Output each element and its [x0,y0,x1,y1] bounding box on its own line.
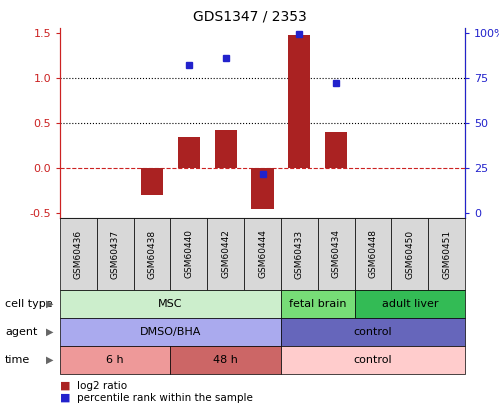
Text: GSM60450: GSM60450 [405,230,414,279]
Bar [325,132,347,168]
Text: cell type: cell type [5,299,52,309]
Text: GDS1347 / 2353: GDS1347 / 2353 [193,10,306,24]
Bar [141,168,163,195]
Text: agent: agent [5,327,37,337]
Bar [215,130,237,168]
Text: GSM60442: GSM60442 [221,230,230,279]
Text: GSM60433: GSM60433 [295,230,304,279]
Text: ■: ■ [60,381,70,391]
Text: 6 h: 6 h [106,355,124,365]
Text: GSM60448: GSM60448 [368,230,377,279]
Bar [251,168,273,209]
Text: percentile rank within the sample: percentile rank within the sample [77,393,253,403]
Text: GSM60434: GSM60434 [332,230,341,279]
Text: log2 ratio: log2 ratio [77,381,128,391]
Text: MSC: MSC [158,299,183,309]
Bar [178,136,200,168]
Text: GSM60436: GSM60436 [74,230,83,279]
Text: GSM60444: GSM60444 [258,230,267,279]
Text: control: control [354,355,392,365]
Text: 48 h: 48 h [213,355,238,365]
Text: GSM60437: GSM60437 [111,230,120,279]
Text: GSM60438: GSM60438 [148,230,157,279]
Text: control: control [354,327,392,337]
Text: fetal brain: fetal brain [289,299,346,309]
Text: ■: ■ [60,393,70,403]
Text: ▶: ▶ [46,299,54,309]
Text: adult liver: adult liver [382,299,438,309]
Text: DMSO/BHA: DMSO/BHA [140,327,201,337]
Text: ▶: ▶ [46,355,54,365]
Text: GSM60440: GSM60440 [184,230,194,279]
Bar [288,35,310,168]
Text: ▶: ▶ [46,327,54,337]
Text: time: time [5,355,30,365]
Text: GSM60451: GSM60451 [442,230,451,279]
